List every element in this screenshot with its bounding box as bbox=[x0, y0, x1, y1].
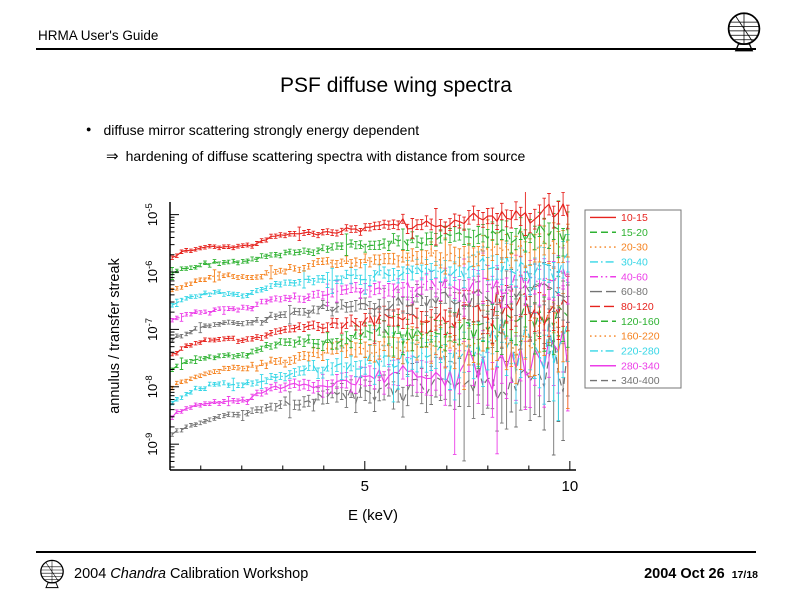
legend-label-220-280: 220-280 bbox=[621, 345, 660, 357]
y-axis-label: annulus / transfer streak bbox=[107, 257, 123, 413]
y-tick-label: 10-5 bbox=[144, 203, 160, 226]
legend-label-160-220: 160-220 bbox=[621, 331, 660, 343]
footer-rule bbox=[36, 551, 756, 553]
bullet-item: ● diffuse mirror scattering strongly ene… bbox=[86, 122, 419, 138]
sub-bullet-item: ⇒ hardening of diffuse scattering spectr… bbox=[106, 147, 525, 165]
y-tick-label: 10-8 bbox=[144, 375, 160, 398]
page-number: 17/18 bbox=[731, 569, 758, 581]
header-title: HRMA User's Guide bbox=[38, 28, 159, 43]
bullet-text: diffuse mirror scattering strongly energ… bbox=[103, 122, 420, 138]
bullet-icon: ● bbox=[86, 124, 92, 134]
footer-workshop-label: 2004 Chandra Calibration Workshop bbox=[74, 566, 308, 582]
x-axis-label: E (keV) bbox=[348, 507, 398, 524]
legend-label-280-340: 280-340 bbox=[621, 360, 660, 372]
page-title: PSF diffuse wing spectra bbox=[280, 74, 512, 97]
y-tick-label: 10-6 bbox=[144, 261, 160, 284]
sub-bullet-text: hardening of diffuse scattering spectra … bbox=[125, 148, 526, 164]
chandra-logo-icon bbox=[727, 12, 761, 52]
legend-label-340-400: 340-400 bbox=[621, 375, 660, 387]
legend-label-20-30: 20-30 bbox=[621, 242, 648, 254]
header-rule bbox=[36, 48, 756, 50]
legend-label-60-80: 60-80 bbox=[621, 286, 648, 298]
legend-label-30-40: 30-40 bbox=[621, 256, 648, 268]
x-tick-label: 10 bbox=[562, 478, 579, 495]
psf-spectra-chart: 5 10 E (keV) 10-9 10-8 10-7 10-6 10-5 annulus / … bbox=[107, 192, 682, 524]
x-tick-label: 5 bbox=[361, 478, 369, 495]
legend-label-40-60: 40-60 bbox=[621, 271, 648, 283]
legend-label-80-120: 80-120 bbox=[621, 301, 654, 313]
legend: 10-15 15-20 20-30 30-40 40-60 60-80 80-120 120-… bbox=[584, 209, 682, 389]
series-layer bbox=[170, 192, 570, 462]
implies-arrow-icon: ⇒ bbox=[106, 148, 119, 165]
series-line-340-400 bbox=[171, 335, 569, 436]
y-tick-label: 10-9 bbox=[144, 433, 160, 456]
footer-year: 2004 bbox=[74, 566, 107, 582]
footer-chandra: Chandra bbox=[110, 566, 166, 582]
footer-date: 2004 Oct 26 bbox=[644, 566, 725, 582]
axes bbox=[169, 202, 576, 471]
y-tick-label: 10-7 bbox=[144, 318, 160, 341]
series-line-15-20 bbox=[171, 223, 569, 275]
legend-label-120-160: 120-160 bbox=[621, 316, 660, 328]
ticks bbox=[170, 214, 571, 470]
series-line-40-60 bbox=[171, 267, 569, 321]
workshop-logo-icon bbox=[40, 559, 64, 589]
series-line-30-40 bbox=[171, 252, 569, 306]
legend-label-15-20: 15-20 bbox=[621, 227, 648, 239]
legend-label-10-15: 10-15 bbox=[621, 212, 648, 224]
footer-rest: Calibration Workshop bbox=[169, 566, 309, 582]
footer-date-label: 2004 Oct 26 17/18 bbox=[644, 566, 758, 582]
series-line-10-15 bbox=[171, 202, 569, 259]
